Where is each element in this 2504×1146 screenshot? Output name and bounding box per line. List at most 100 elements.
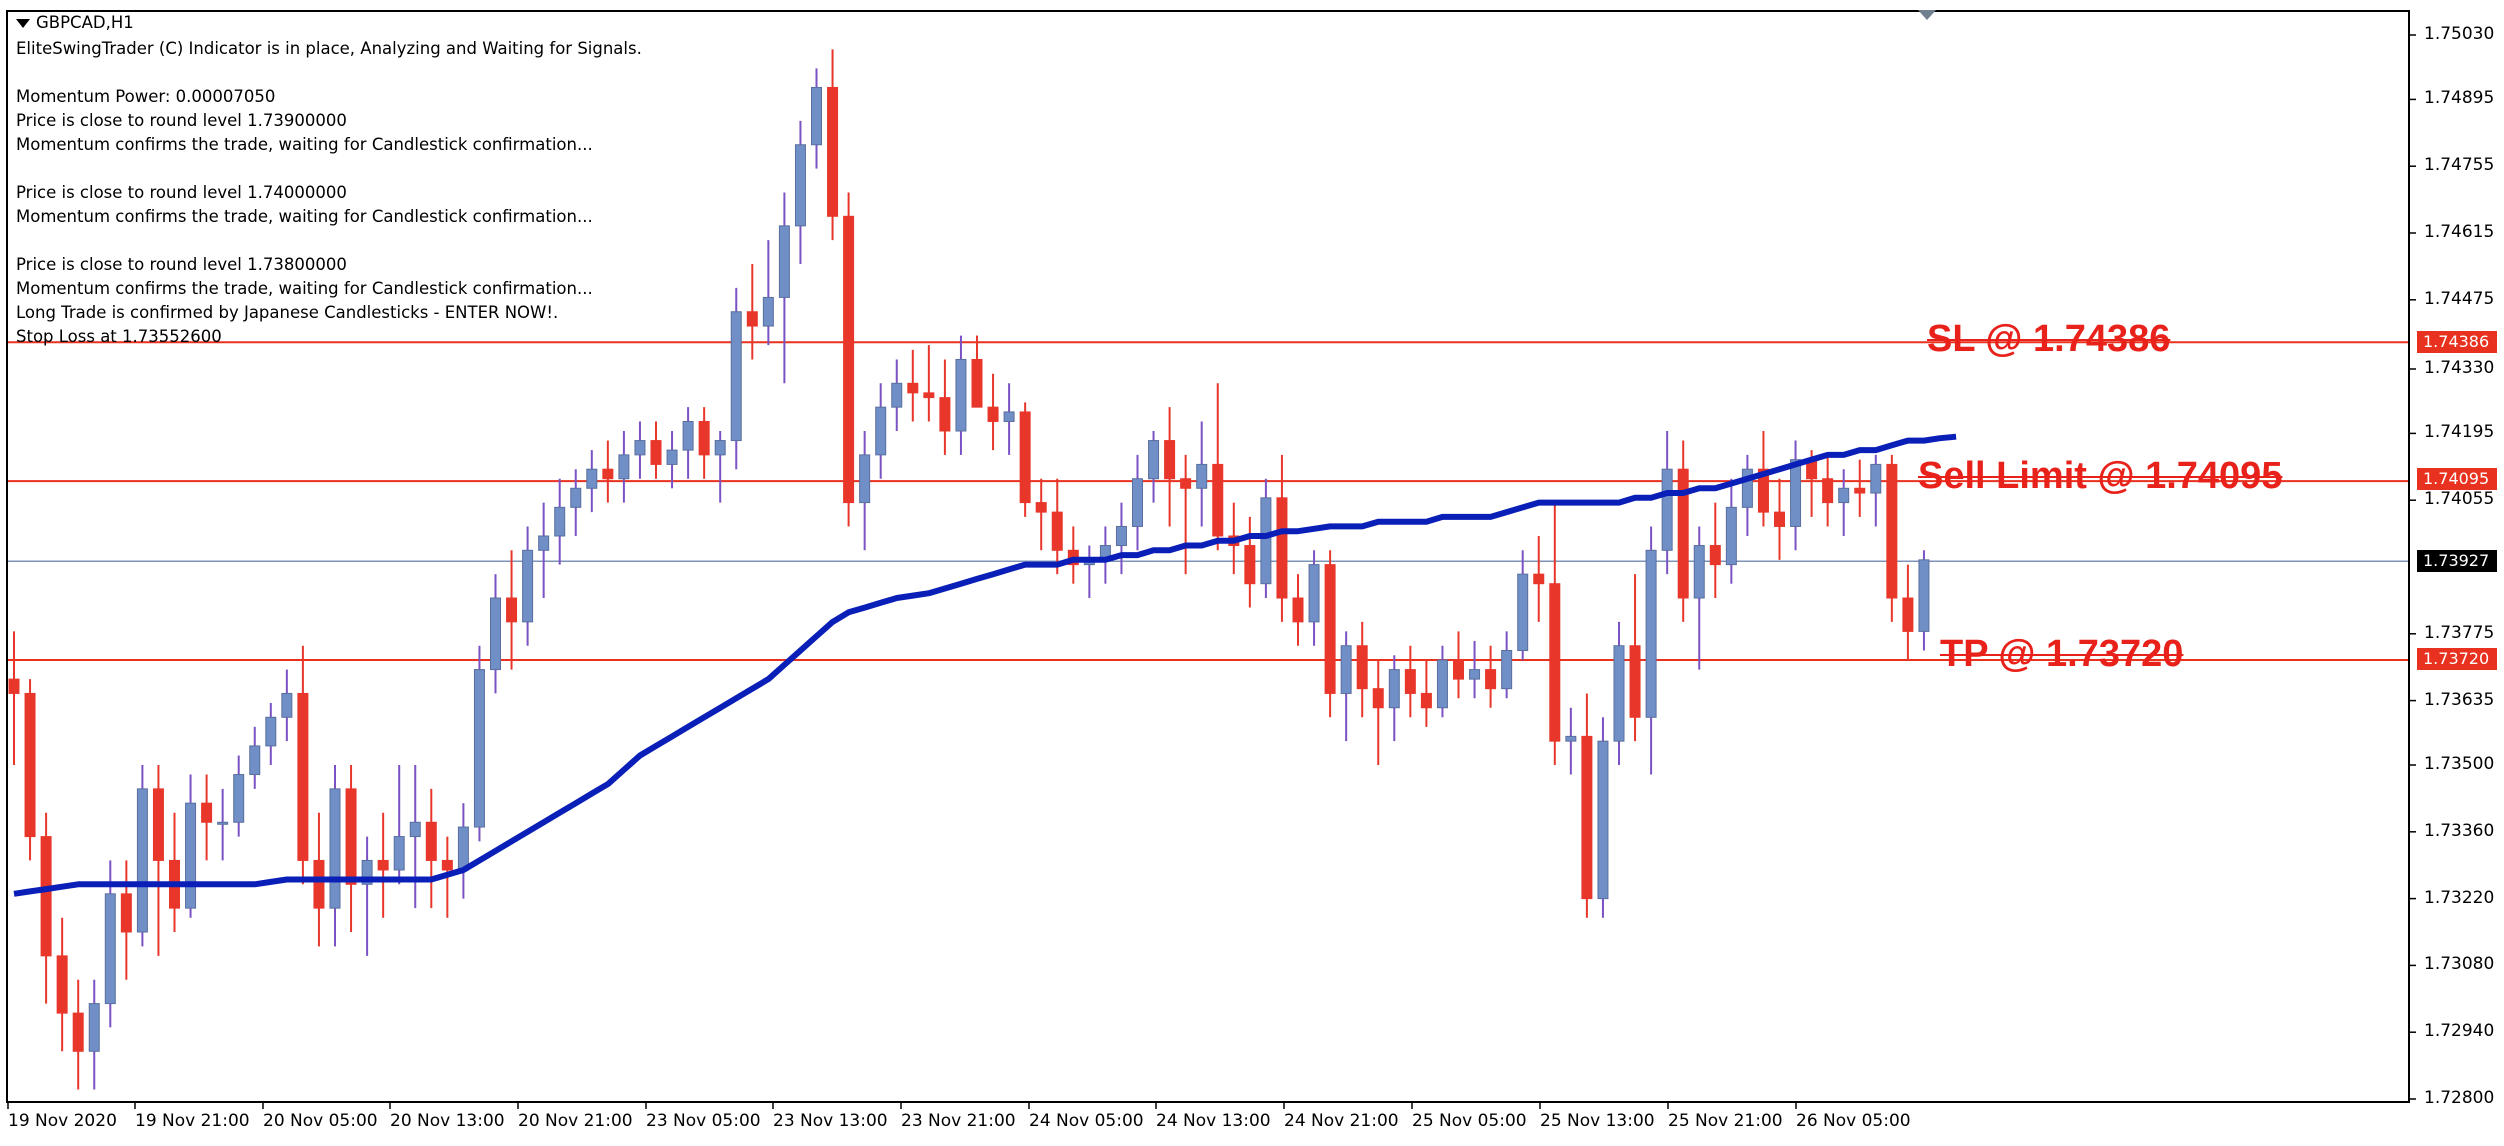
time-tick-label: 25 Nov 13:00 [1540,1111,1655,1131]
candle-body [40,836,52,957]
candle-body [522,549,534,623]
indicator-line: Momentum Power: 0.00007050 [16,87,276,106]
candle [1356,621,1368,718]
candle-body [827,86,839,217]
candle-body [955,358,967,432]
candle [875,383,887,479]
candle-body [891,382,903,408]
candle [185,774,197,918]
candle-body [698,420,710,456]
candle-body [152,788,164,861]
candle [586,450,598,513]
candle-body [1420,692,1432,709]
candle-body [1581,735,1593,900]
candle [1902,564,1914,661]
candle [104,860,116,1028]
candle-body [441,859,453,871]
candle [987,373,999,451]
candle [1083,545,1095,599]
candle-body [1180,478,1192,489]
time-tick-label: 20 Nov 21:00 [518,1111,633,1131]
candle [281,669,293,742]
price-tick-label: 1.75030 [2424,24,2495,44]
candle [1196,421,1208,527]
candle [56,917,68,1052]
candle [891,359,903,432]
candle [1340,631,1352,742]
candle [297,645,309,885]
candle [827,49,839,241]
candle-body [1501,649,1513,690]
candle [570,469,582,536]
candle [1581,693,1593,918]
candle [650,421,662,479]
price-tick-label: 1.74195 [2424,422,2495,443]
candle [490,574,501,694]
candle [425,788,437,909]
candle-body [666,449,678,465]
candle [939,359,951,455]
candle-body [1597,740,1609,900]
candle-body [1757,468,1769,513]
candle-body [120,893,132,933]
price-tick-label: 1.72940 [2424,1021,2495,1042]
candle-body [570,487,582,508]
candle [698,407,710,479]
time-tick-label: 19 Nov 2020 [8,1111,117,1131]
candle-body [1388,669,1400,709]
candle-body [762,296,774,327]
candle [72,979,84,1090]
candle [1774,478,1785,560]
candle-body [217,821,229,825]
candle-body [1485,669,1497,690]
candle-body [409,821,421,838]
price-tick-label: 1.73360 [2424,820,2495,841]
candle [329,765,341,947]
candle [714,431,726,503]
time-tick-label: 19 Nov 21:00 [135,1111,250,1131]
price-tick-label: 1.72800 [2424,1088,2495,1108]
candle-body [746,311,758,327]
indicator-line: Price is close to round level 1.73900000 [16,111,347,130]
candle-body [1436,659,1448,709]
candle [1886,454,1898,622]
candle [1436,645,1448,718]
dropdown-arrow-icon[interactable] [16,19,30,28]
time-tick-label: 26 Nov 05:00 [1796,1111,1911,1131]
level-lines [8,341,2408,662]
candle-body [1517,573,1529,651]
candle [634,421,646,479]
price-tick-label: 1.74330 [2424,357,2495,378]
candle [1501,631,1513,699]
candle [1597,717,1609,918]
candle-body [1164,440,1176,480]
candle-body [811,86,822,146]
time-tick-label: 24 Nov 21:00 [1284,1111,1399,1131]
time-tick-label: 24 Nov 13:00 [1156,1111,1271,1131]
plot-area[interactable] [6,10,2410,1103]
candle [554,478,566,565]
price-tick-label: 1.73220 [2424,887,2495,908]
candle-body [1565,735,1577,742]
candle-body [939,397,951,432]
candle-body [1774,511,1785,527]
candle-body [1404,669,1416,694]
candle [120,860,132,980]
candle [169,812,180,933]
symbol-title[interactable]: GBPCAD,H1 [16,13,134,33]
candle-body [1725,506,1737,566]
candle [1276,454,1288,622]
candle-body [345,788,357,885]
candle-body [1918,559,1930,632]
price-tick-label: 1.73500 [2424,754,2495,774]
chart-shift-marker-icon[interactable] [1918,10,1936,20]
candle [217,788,229,861]
candle [1485,645,1497,708]
tp-annotation: TP @ 1.73720 [1940,633,2184,675]
price-tick-label: 1.74895 [2424,88,2495,109]
candle [345,765,357,933]
candle-body [1115,525,1127,547]
candle-body [490,597,501,671]
